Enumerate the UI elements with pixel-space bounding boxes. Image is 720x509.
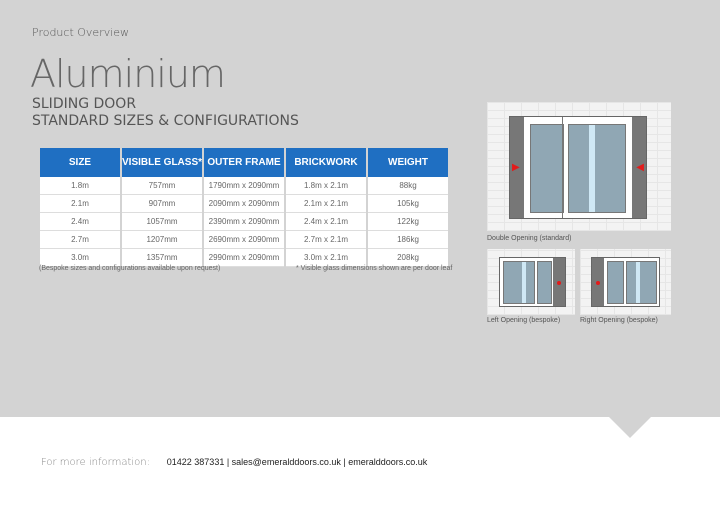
table-cell: 2.4m x 2.1m: [286, 213, 366, 231]
table-cell: 1.8m x 2.1m: [286, 177, 366, 195]
column-header: WEIGHT: [368, 148, 448, 177]
table-cell: 1.8m: [40, 177, 120, 195]
left-opening-caption: Left Opening (bespoke): [487, 317, 561, 324]
table-row: 1.8m 757mm 1790mm x 2090mm 1.8m x 2.1m 88kg: [40, 177, 448, 195]
table-cell: 1207mm: [122, 231, 202, 249]
table-cell: 757mm: [122, 177, 202, 195]
table-cell: 1357mm: [122, 249, 202, 267]
arrow-left-icon: ◀: [636, 162, 644, 173]
table-cell: 2390mm x 2090mm: [204, 213, 284, 231]
sizes-table: SIZE VISIBLE GLASS* OUTER FRAME BRICKWORK WE…: [38, 148, 450, 267]
table-cell: 186kg: [368, 231, 448, 249]
left-opening-diagram: [487, 249, 575, 315]
subtitle-1: SLIDING DOOR: [32, 96, 137, 112]
column-header: VISIBLE GLASS*: [122, 148, 202, 177]
table-cell: 3.0m x 2.1m: [286, 249, 366, 267]
arrow-right-icon: ▶: [512, 162, 520, 173]
table-row: 2.4m 1057mm 2390mm x 2090mm 2.4m x 2.1m 122k…: [40, 213, 448, 231]
table-cell: 2.1m x 2.1m: [286, 195, 366, 213]
table-cell: 105kg: [368, 195, 448, 213]
footer-contact[interactable]: 01422 387331 | sales@emeralddoors.co.uk …: [166, 457, 428, 467]
table-row: 3.0m 1357mm 2990mm x 2090mm 3.0m x 2.1m 208k…: [40, 249, 448, 267]
glass-note: * Visible glass dimensions shown are per…: [296, 265, 453, 272]
right-opening-diagram: [580, 249, 671, 315]
double-opening-diagram: ▶ ◀: [487, 102, 671, 231]
table-cell: 2.7m x 2.1m: [286, 231, 366, 249]
table-cell: 907mm: [122, 195, 202, 213]
handle-dot-icon: [557, 281, 561, 285]
page-title: Aluminium: [30, 52, 226, 96]
right-opening-caption: Right Opening (bespoke): [580, 317, 658, 324]
table-cell: 1057mm: [122, 213, 202, 231]
table-cell: 122kg: [368, 213, 448, 231]
double-opening-caption: Double Opening (standard): [487, 235, 572, 242]
footer-label: For more information:: [41, 457, 150, 468]
table-cell: 2090mm x 2090mm: [204, 195, 284, 213]
column-header: OUTER FRAME: [204, 148, 284, 177]
table-cell: 2990mm x 2090mm: [204, 249, 284, 267]
table-row: 2.1m 907mm 2090mm x 2090mm 2.1m x 2.1m 105kg: [40, 195, 448, 213]
table-cell: 1790mm x 2090mm: [204, 177, 284, 195]
column-header: SIZE: [40, 148, 120, 177]
subtitle-2: STANDARD SIZES & CONFIGURATIONS: [32, 113, 299, 129]
table-cell: 208kg: [368, 249, 448, 267]
table-cell: 3.0m: [40, 249, 120, 267]
panel-pointer: [609, 417, 651, 438]
column-header: BRICKWORK: [286, 148, 366, 177]
table-cell: 2690mm x 2090mm: [204, 231, 284, 249]
footer: For more information: 01422 387331 | sal…: [41, 457, 427, 468]
table-cell: 2.4m: [40, 213, 120, 231]
kicker: Product Overview: [32, 26, 130, 39]
table-cell: 2.1m: [40, 195, 120, 213]
table-cell: 88kg: [368, 177, 448, 195]
table-row: 2.7m 1207mm 2690mm x 2090mm 2.7m x 2.1m 186k…: [40, 231, 448, 249]
bespoke-note: (Bespoke sizes and configurations availa…: [39, 265, 221, 272]
table-cell: 2.7m: [40, 231, 120, 249]
handle-dot-icon: [596, 281, 600, 285]
